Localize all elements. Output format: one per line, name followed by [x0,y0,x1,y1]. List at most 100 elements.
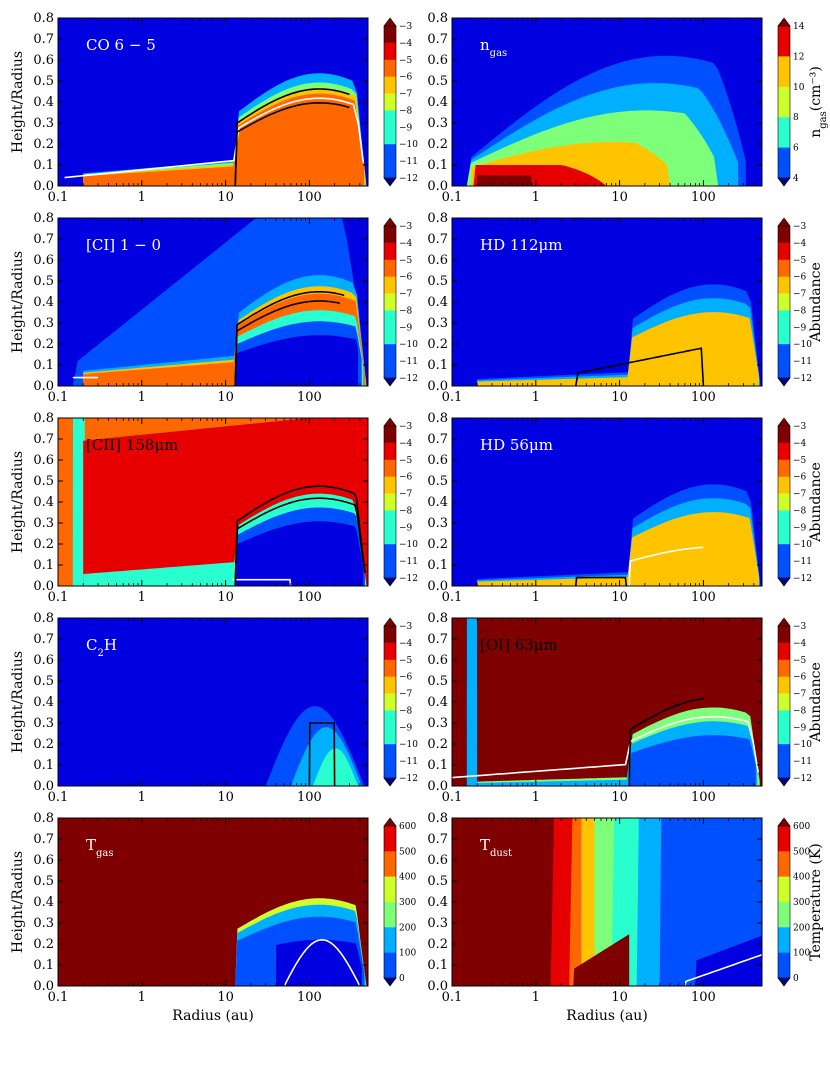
x-tick-label: 10 [611,390,628,405]
x-tick-label: 100 [297,990,322,1005]
x-tick-label: 1 [532,590,540,605]
x-tick-label: 10 [217,790,234,805]
y-tick-label: 0.0 [33,979,54,994]
colorbar-tick-label: −4 [399,439,413,449]
colorbar-tick-label: −10 [399,340,418,350]
plot-area [58,418,368,586]
panel-label-main: T [480,836,490,854]
colorbar-band [384,293,396,311]
colorbar-band [778,952,790,979]
colorbar-tick-label: −6 [793,673,807,683]
colorbar-tick-label: −11 [399,357,418,367]
panel-label-sub: gas [96,848,114,859]
y-tick-label: 0.7 [427,232,448,247]
y-tick-label: 0.1 [33,758,54,773]
black-contour-line [234,101,350,186]
colorbar-band [384,952,396,979]
x-tick-label: 100 [297,790,322,805]
colorbar-band [384,476,396,494]
plot-area [452,18,762,186]
colorbar-band [778,242,790,261]
y-tick-label: 0.5 [427,474,448,489]
colorbar-tick-label: −11 [793,757,812,767]
colorbar-tick-label: −8 [399,306,413,316]
y-tick-label: 0.6 [427,53,448,68]
heatmap-layers [235,898,367,986]
panel-label: [CII] 158μm [86,436,178,454]
colorbar-extend-bottom [777,777,791,787]
colorbar-frame [777,225,791,379]
x-tick-label: 100 [297,590,322,605]
y-tick-label: 0.4 [427,495,448,510]
panel-label-main: [CI] 1 − 0 [86,236,161,254]
colorbar-band [778,676,790,694]
colorbar-band [384,93,396,111]
panel-label-sub: dust [490,848,512,859]
y-tick-label: 0.6 [427,453,448,468]
colorbar-tick-label: 14 [793,22,805,32]
y-tick-label: 0.3 [33,916,54,931]
colorbar-tick-label: −3 [399,622,413,632]
colorbar-band [384,561,396,579]
colorbar: 600 500 400 300 200 100 0 [383,817,416,987]
y-tick-label: 0.4 [33,95,54,110]
y-tick-label: 0.6 [33,253,54,268]
contour-level [477,312,759,386]
heatmap-layers [550,818,762,986]
panel-label: Tdust [480,836,512,859]
black-contour-line [234,300,340,386]
contour-level [276,939,362,986]
y-tick-label: 0.1 [427,758,448,773]
panel-label-main: T [86,836,96,854]
colorbar-band [778,26,790,57]
colorbar-extend-top [777,617,791,627]
colorbar-band [778,561,790,579]
y-tick-label: 0.7 [33,432,54,447]
colorbar-tick-label: −6 [399,273,413,283]
colorbar-tick-label: −3 [399,22,413,32]
y-tick-label: 0.5 [427,874,448,889]
y-tick-label: 0.8 [427,11,448,26]
plot-area [452,418,762,586]
colorbar-band [384,510,396,528]
colorbar-band [384,426,396,444]
colorbar-label: Abundance [808,262,824,343]
colorbar-band [778,761,790,779]
y-tick-label: 0.3 [427,316,448,331]
colorbar-tick-label: 400 [399,873,416,883]
colorbar: −3 −4 −5 −6 −7 −8 −9 −10 −11 −12 [383,417,418,587]
colorbar-extend-top [383,17,397,27]
colorbar-band [778,826,790,852]
colorbar-tick-label: −8 [793,506,807,516]
y-tick-label: 0.5 [427,74,448,89]
colorbar-tick-label: −5 [399,656,413,666]
x-axis-label: Radius (au) [172,1008,254,1024]
y-tick-label: 0.7 [33,832,54,847]
colorbar-tick-label: −4 [793,639,807,649]
white-contour-line [64,97,365,179]
colorbar-tick-label: −9 [399,723,413,733]
colorbar-band [778,626,790,644]
x-tick-label: 1 [532,790,540,805]
colorbar-tick-label: −12 [399,374,418,384]
colorbar-band [384,161,396,179]
white-contour-line [452,715,759,779]
colorbar-tick-label: −7 [399,290,413,300]
colorbar-tick-label: −10 [399,540,418,550]
colorbar-band [384,642,396,661]
x-tick-label: 10 [217,190,234,205]
plot-area [58,818,368,986]
y-tick-label: 0.2 [33,537,54,552]
colorbar-band [778,902,790,928]
colorbar-tick-label: −6 [793,273,807,283]
colorbar-tick-label: −9 [399,123,413,133]
colorbar-tick-label: −12 [793,374,812,384]
colorbar-tick-label: −8 [399,506,413,516]
colorbar-extend-top [777,217,791,227]
colorbar-band [384,110,396,128]
colorbar-band [384,459,396,477]
colorbar-band [384,902,396,928]
panel: 0.00.10.20.30.40.50.60.70.80.1 1 10 100[OI]… [427,611,824,805]
panel: 0.00.10.20.30.40.50.60.70.80.1 1 10 100[CII… [10,411,418,605]
panel-label: ngas [480,36,507,59]
